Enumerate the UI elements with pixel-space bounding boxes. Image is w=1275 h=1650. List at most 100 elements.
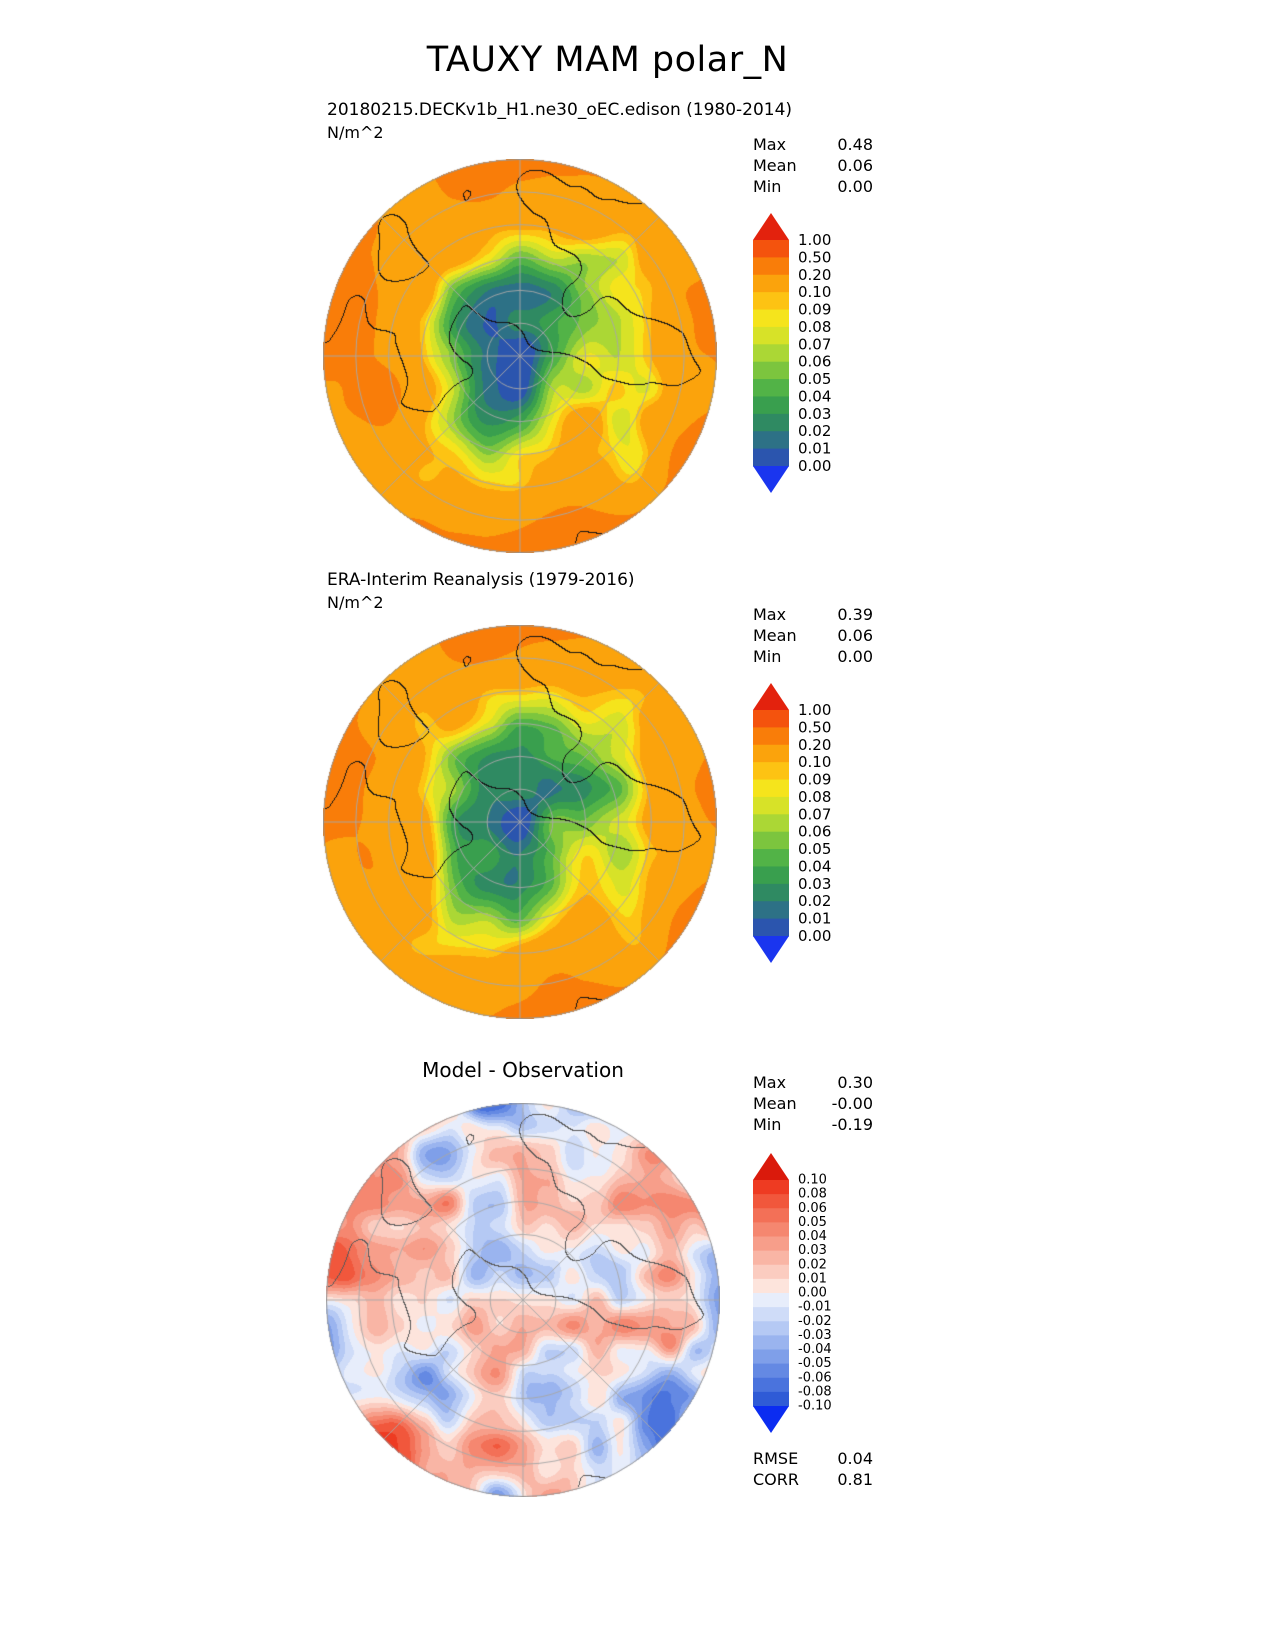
colorbar-tick-label: 0.10 — [798, 753, 831, 771]
colorbar-segment — [753, 779, 789, 798]
colorbar-segment — [753, 240, 789, 258]
colorbar-tick-label: 0.01 — [798, 1271, 827, 1286]
colorbar-tick-label: 0.03 — [798, 405, 831, 423]
colorbar-segment — [753, 431, 789, 450]
colorbar-over-arrow — [753, 213, 789, 240]
stat-label: Max — [753, 135, 787, 154]
colorbar-over-arrow — [753, 1153, 789, 1180]
model-polar-map — [323, 159, 717, 553]
colorbar-under-arrow — [753, 1406, 789, 1433]
colorbar-segment — [753, 849, 789, 868]
colorbar-tick-label: 0.50 — [798, 718, 831, 736]
difference-title: Model - Observation — [422, 1058, 624, 1082]
colorbar-segment — [753, 257, 789, 276]
stat-value: 0.39 — [837, 605, 873, 624]
stat-value: 0.04 — [837, 1449, 873, 1468]
difference-summary-stats: RMSE 0.04 CORR 0.81 — [753, 1448, 873, 1490]
stat-label: Mean — [753, 1094, 797, 1113]
stat-label: CORR — [753, 1470, 799, 1489]
colorbar-tick-label: 0.10 — [798, 1173, 827, 1188]
colorbar-segment — [753, 918, 789, 937]
colorbar-segment — [753, 710, 789, 728]
colorbar-tick-label: 0.04 — [798, 857, 831, 875]
colorbar-tick-label: 0.01 — [798, 440, 831, 458]
stat-value: 0.30 — [837, 1073, 873, 1092]
colorbar-segment — [753, 883, 789, 902]
stat-value: -0.00 — [831, 1094, 873, 1113]
colorbar-segment — [753, 1377, 789, 1393]
colorbar-segment — [753, 762, 789, 781]
colorbar-segment — [753, 866, 789, 885]
colorbar-segment — [753, 1293, 789, 1308]
colorbar-segment — [753, 1391, 789, 1407]
colorbar-tick-label: 0.08 — [798, 788, 831, 806]
reference-polar-map — [323, 625, 717, 1019]
colorbar-segment — [753, 727, 789, 746]
stat-value: -0.19 — [831, 1115, 873, 1134]
colorbar-segment — [753, 1180, 789, 1195]
colorbar-segment — [753, 1335, 789, 1351]
model-units-label: N/m^2 — [327, 123, 384, 142]
colorbar-tick-label: 0.05 — [798, 370, 831, 388]
colorbar-tick-label: 0.50 — [798, 248, 831, 266]
stat-value: 0.00 — [837, 647, 873, 666]
colorbar-tick-label: -0.03 — [798, 1328, 832, 1343]
colorbar-segment — [753, 413, 789, 432]
colorbar-under-arrow — [753, 936, 789, 963]
colorbar-segment — [753, 814, 789, 833]
difference-stat-max: Max 0.30 — [753, 1072, 873, 1093]
colorbar-tick-label: 0.03 — [798, 875, 831, 893]
colorbar-tick-label: 0.00 — [798, 1286, 827, 1301]
colorbar-tick-label: 1.00 — [798, 701, 831, 719]
colorbar-segment — [753, 326, 789, 345]
stat-label: Min — [753, 177, 782, 196]
colorbar-segment — [753, 344, 789, 363]
difference-stat-rmse: RMSE 0.04 — [753, 1448, 873, 1469]
colorbar-segment — [753, 274, 789, 293]
difference-polar-map — [326, 1103, 720, 1497]
colorbar-segment — [753, 1194, 789, 1209]
colorbar-tick-label: 0.09 — [798, 771, 831, 789]
colorbar-segment — [753, 744, 789, 763]
colorbar-tick-label: 0.20 — [798, 736, 831, 754]
colorbar-tick-label: 0.03 — [798, 1243, 827, 1258]
colorbar-segment — [753, 1349, 789, 1365]
colorbar-segment — [753, 361, 789, 380]
colorbar-segment — [753, 379, 789, 398]
reference-stat-max: Max 0.39 — [753, 604, 873, 625]
colorbar-tick-label: 0.00 — [798, 927, 831, 945]
colorbar-tick-label: 0.06 — [798, 823, 831, 841]
stat-value: 0.81 — [837, 1470, 873, 1489]
colorbar-tick-label: 0.06 — [798, 1201, 827, 1216]
reference-units-label: N/m^2 — [327, 593, 384, 612]
difference-colorbar: 0.100.080.060.050.040.030.020.010.00-0.0… — [753, 1153, 832, 1433]
colorbar-tick-label: 0.02 — [798, 422, 831, 440]
reference-stat-mean: Mean 0.06 — [753, 625, 873, 646]
colorbar-segment — [753, 1278, 789, 1294]
stat-value: 0.06 — [837, 156, 873, 175]
colorbar-segment — [753, 1236, 789, 1252]
difference-stats: Max 0.30 Mean -0.00 Min -0.19 — [753, 1072, 873, 1135]
colorbar-segment — [753, 1208, 789, 1223]
colorbar-tick-label: 0.08 — [798, 1187, 827, 1202]
colorbar-tick-label: -0.06 — [798, 1370, 832, 1385]
colorbar-tick-label: -0.10 — [798, 1399, 832, 1414]
colorbar-tick-label: -0.08 — [798, 1384, 832, 1399]
model-stat-min: Min 0.00 — [753, 176, 873, 197]
model-run-title: 20180215.DECKv1b_H1.ne30_oEC.edison (198… — [327, 100, 793, 120]
figure-title: TAUXY MAM polar_N — [426, 40, 789, 80]
colorbar-tick-label: 0.09 — [798, 301, 831, 319]
colorbar-tick-label: 0.08 — [798, 318, 831, 336]
colorbar-segment — [753, 1250, 789, 1266]
stat-label: Max — [753, 605, 787, 624]
colorbar-segment — [753, 1321, 789, 1336]
colorbar-tick-label: 0.00 — [798, 457, 831, 475]
colorbar-tick-label: 0.20 — [798, 266, 831, 284]
colorbar-segment — [753, 1307, 789, 1322]
reference-stat-min: Min 0.00 — [753, 646, 873, 667]
difference-stat-corr: CORR 0.81 — [753, 1469, 873, 1490]
colorbar-segment — [753, 292, 789, 311]
difference-stat-mean: Mean -0.00 — [753, 1093, 873, 1114]
colorbar-over-arrow — [753, 683, 789, 710]
colorbar-segment — [753, 1264, 789, 1280]
